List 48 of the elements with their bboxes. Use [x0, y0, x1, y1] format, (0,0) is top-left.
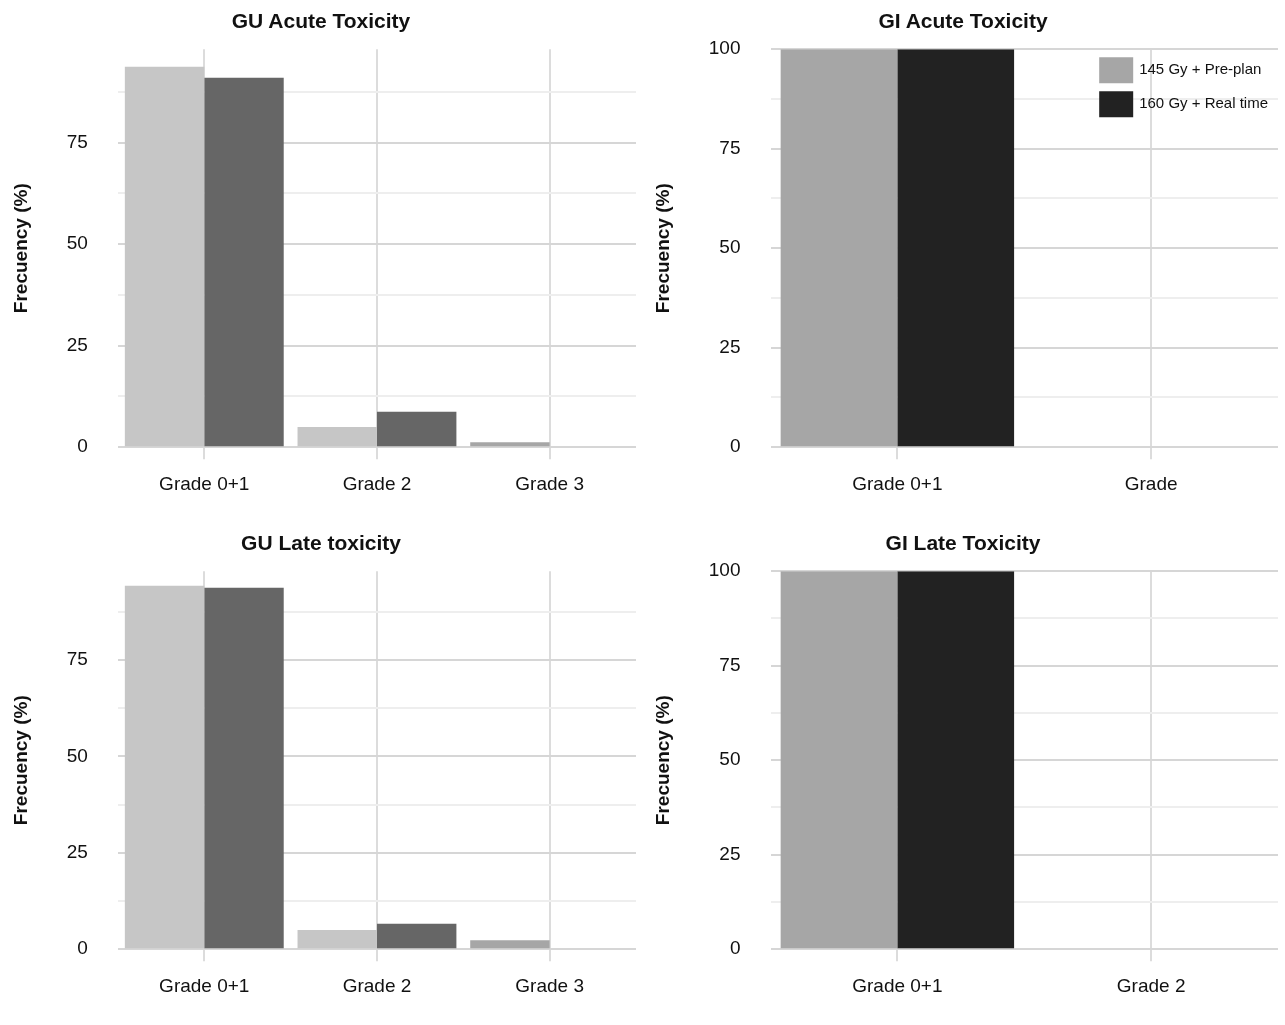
chart-title: GU Late toxicity [241, 531, 402, 555]
y-tick-label: 0 [729, 435, 741, 457]
bar [297, 426, 377, 447]
chart-title: GU Acute Toxicity [231, 9, 411, 33]
y-tick-label: 50 [719, 748, 741, 770]
x-tick-label: Grade 3 [515, 472, 584, 494]
chart-title: GI Late Toxicity [885, 531, 1041, 555]
y-tick-label: 50 [719, 236, 741, 258]
y-tick-label: 75 [66, 130, 88, 152]
y-tick-label: 0 [77, 937, 88, 959]
x-tick-label: Grade 2 [1116, 974, 1186, 996]
legend-label: 160 Gy + Real time [1139, 94, 1268, 112]
y-axis-title: Frecuency (%) [651, 695, 673, 826]
y-tick-label: 25 [719, 842, 741, 864]
y-tick-label: 100 [708, 559, 741, 581]
x-tick-label: Grade 2 [342, 974, 412, 996]
bar [470, 940, 550, 949]
bar [297, 929, 377, 949]
y-tick-label: 25 [66, 333, 88, 355]
x-tick-label: Grade 0+1 [852, 472, 943, 494]
bar [470, 442, 550, 447]
y-tick-label: 50 [66, 744, 88, 766]
x-tick-label: Grade 0+1 [159, 974, 250, 996]
x-tick-label: Grade 0+1 [852, 974, 943, 996]
y-tick-label: 0 [77, 435, 88, 457]
y-tick-label: 75 [66, 648, 88, 670]
y-axis-title: Frecuency (%) [651, 183, 673, 314]
x-tick-label: Grade 2 [342, 472, 412, 494]
y-tick-label: 100 [708, 37, 741, 59]
y-axis-title: Frecuency (%) [9, 695, 31, 826]
bar [204, 587, 284, 949]
chart-title: GI Acute Toxicity [878, 9, 1048, 33]
y-axis-title: Frecuency (%) [9, 183, 31, 314]
x-tick-label: Grade [1124, 472, 1178, 494]
bar [124, 66, 205, 447]
legend-label: 145 Gy + Pre-plan [1139, 60, 1262, 78]
y-tick-label: 25 [66, 841, 88, 863]
y-tick-label: 25 [719, 335, 741, 357]
y-tick-label: 0 [729, 937, 741, 959]
y-tick-label: 50 [66, 232, 88, 254]
bar [204, 77, 284, 447]
y-tick-label: 75 [719, 136, 741, 158]
x-tick-label: Grade 3 [515, 974, 584, 996]
bar [376, 923, 457, 949]
bar [124, 585, 205, 949]
bar [376, 411, 457, 447]
y-tick-label: 75 [719, 653, 741, 675]
x-tick-label: Grade 0+1 [159, 472, 250, 494]
